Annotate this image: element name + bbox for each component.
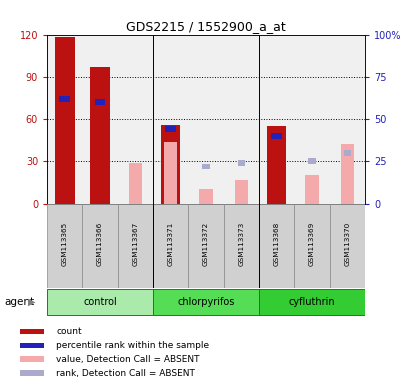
Text: GSM113367: GSM113367: [132, 222, 138, 266]
Bar: [59, 96, 70, 102]
Text: GSM113373: GSM113373: [238, 222, 244, 266]
Bar: [82, 204, 117, 288]
Bar: [343, 150, 350, 156]
Bar: [153, 204, 188, 288]
Bar: [153, 290, 258, 315]
Bar: [20, 329, 44, 334]
Text: rank, Detection Call = ABSENT: rank, Detection Call = ABSENT: [56, 369, 195, 378]
Text: GSM113369: GSM113369: [308, 222, 314, 266]
Bar: [165, 126, 175, 132]
Bar: [55, 37, 74, 204]
Bar: [234, 180, 247, 204]
Title: GDS2215 / 1552900_a_at: GDS2215 / 1552900_a_at: [126, 20, 285, 33]
Text: GSM113365: GSM113365: [62, 222, 67, 266]
Text: agent: agent: [4, 297, 34, 307]
Bar: [294, 204, 329, 288]
Bar: [90, 67, 110, 204]
Bar: [161, 125, 180, 204]
Text: cyfluthrin: cyfluthrin: [288, 297, 335, 307]
Bar: [340, 144, 353, 204]
Text: control: control: [83, 297, 117, 307]
Text: GSM113368: GSM113368: [273, 222, 279, 266]
Bar: [308, 159, 315, 164]
Bar: [117, 204, 153, 288]
Bar: [20, 356, 44, 362]
Bar: [164, 142, 177, 204]
Text: chlorpyrifos: chlorpyrifos: [177, 297, 234, 307]
Bar: [20, 371, 44, 376]
Text: GSM113370: GSM113370: [344, 222, 349, 266]
Bar: [128, 163, 142, 204]
Bar: [304, 175, 318, 204]
Bar: [94, 99, 105, 105]
Bar: [20, 343, 44, 348]
Bar: [258, 290, 364, 315]
Bar: [199, 189, 212, 204]
Bar: [237, 160, 245, 166]
Text: GSM113366: GSM113366: [97, 222, 103, 266]
Bar: [202, 164, 209, 169]
Text: percentile rank within the sample: percentile rank within the sample: [56, 341, 209, 350]
Text: GSM113371: GSM113371: [167, 222, 173, 266]
Bar: [266, 126, 285, 204]
Text: ▶: ▶: [28, 297, 35, 307]
Bar: [223, 204, 258, 288]
Text: GSM113372: GSM113372: [202, 222, 209, 266]
Bar: [258, 204, 294, 288]
Text: count: count: [56, 327, 82, 336]
Bar: [188, 204, 223, 288]
Bar: [329, 204, 364, 288]
Bar: [271, 133, 281, 139]
Bar: [47, 204, 82, 288]
Bar: [47, 290, 153, 315]
Text: value, Detection Call = ABSENT: value, Detection Call = ABSENT: [56, 355, 199, 364]
